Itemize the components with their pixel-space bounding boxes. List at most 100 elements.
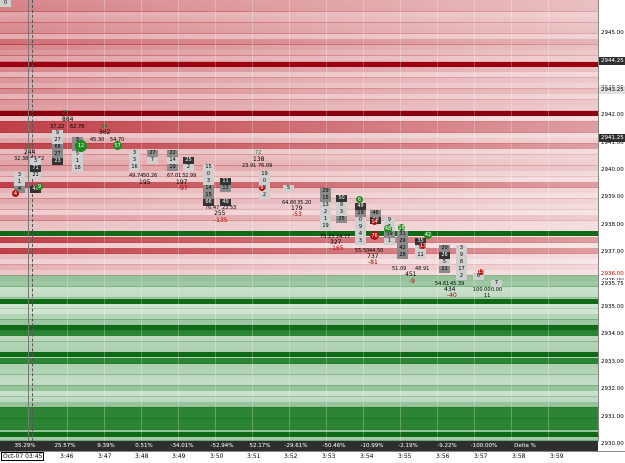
heatmap-row xyxy=(0,38,598,45)
footprint-volume-cell: 3 xyxy=(14,172,25,179)
heatmap-row xyxy=(0,418,598,424)
time-tick-label: 3:49 xyxy=(172,453,186,460)
trade-bubble[interactable]: 48 xyxy=(384,225,392,233)
trade-bubble[interactable]: 4 xyxy=(12,190,19,197)
heatmap-row xyxy=(0,82,598,89)
footprint-volume-cell: 0 xyxy=(203,171,214,178)
time-separator xyxy=(178,0,179,441)
price-marker-tag: 2944.25 xyxy=(599,57,625,65)
heatmap-row xyxy=(0,396,598,402)
footprint-stat-label: 34 xyxy=(101,124,108,130)
heatmap-row xyxy=(0,209,598,215)
heatmap-row xyxy=(0,269,598,276)
footprint-volume-cell: 0 xyxy=(259,178,270,185)
time-separator xyxy=(215,0,216,441)
footprint-stat-label: 75.23 xyxy=(320,234,335,240)
footprint-volume-cell: 20 xyxy=(439,245,450,252)
footprint-stat-label: 51.09 xyxy=(392,266,407,272)
heatmap-row xyxy=(0,192,598,199)
time-axis[interactable]: Oct-07 03:45 3:46 3:47 3:48 3:49 3:50 3:51 3:5… xyxy=(0,451,625,463)
time-tick-label: 3:58 xyxy=(512,453,526,460)
footprint-volume-cell: 2 xyxy=(259,192,270,199)
heatmap-row xyxy=(0,16,598,23)
heatmap-row xyxy=(0,187,598,193)
vertical-cursor-line xyxy=(28,0,29,441)
footprint-volume-cell: 50 xyxy=(336,195,347,202)
footprint-stat-label: 23.53 xyxy=(222,205,237,211)
footprint-volume-cell: 9 xyxy=(384,217,395,224)
price-tick-label: 2936.00 xyxy=(601,277,624,283)
footprint-stat-label: 45.30 xyxy=(90,137,105,143)
delta-percent-cell: -10.99% xyxy=(360,443,384,449)
heatmap-row xyxy=(0,66,598,72)
footprint-volume-cell: 71 xyxy=(30,165,41,172)
price-tick-label: 2938.00 xyxy=(601,221,624,228)
footprint-volume-cell: 1 xyxy=(14,179,25,186)
price-tick-label: 2940.00 xyxy=(601,167,624,173)
price-axis[interactable]: 2945.002944.002943.002942.002941.002940.… xyxy=(598,0,625,447)
time-axis-start-label: Oct-07 03:45 xyxy=(1,452,45,461)
heatmap-row xyxy=(0,341,598,347)
footprint-volume-cell: 7 xyxy=(491,280,502,287)
trade-bubble[interactable]: 12 xyxy=(75,140,87,152)
heatmap-row xyxy=(0,357,598,364)
footprint-stat-label: 179 xyxy=(291,205,303,212)
footprint-stat-label: 45.39 xyxy=(450,281,465,287)
footprint-volume-cell: 2 xyxy=(456,273,467,280)
trade-bubble[interactable]: 8 xyxy=(259,185,265,191)
heatmap-row xyxy=(0,368,598,375)
trade-bubble[interactable]: 14 xyxy=(371,218,378,225)
time-separator xyxy=(252,0,253,441)
footprint-volume-cell: 27 xyxy=(52,137,63,144)
footprint-volume-cell: 7 xyxy=(147,157,158,164)
price-tick-label: 2937.00 xyxy=(601,249,624,256)
heatmap-row xyxy=(0,220,598,226)
delta-percent-cell: 9.39% xyxy=(97,443,115,449)
heatmap-row xyxy=(0,390,598,397)
heatmap-row xyxy=(0,379,598,386)
trade-bubble[interactable]: 15 xyxy=(477,269,485,275)
footprint-volume-cell: 11 xyxy=(220,178,231,185)
heatmap-chart-area[interactable]: 2388437.2262.783436245.3054.7032.3867.62… xyxy=(0,0,598,441)
footprint-volume-cell: 42 xyxy=(397,245,408,252)
trade-bubble[interactable]: 6 xyxy=(356,196,363,203)
footprint-volume-cell: 3 xyxy=(30,158,41,165)
footprint-volume-cell: 0 xyxy=(0,0,11,7)
trade-bubble[interactable]: 76 xyxy=(370,231,379,240)
footprint-volume-cell: 23 xyxy=(52,158,63,165)
footprint-volume-cell: 35 xyxy=(415,238,426,245)
heatmap-row xyxy=(0,121,598,127)
footprint-stat-label: 48.91 xyxy=(415,266,430,272)
heatmap-row xyxy=(0,247,598,254)
trade-bubble[interactable]: 9 xyxy=(36,183,43,190)
price-tick-label: 2932.00 xyxy=(601,386,624,393)
heatmap-row xyxy=(0,115,598,122)
footprint-volume-cell: 15 xyxy=(203,164,214,171)
time-separator xyxy=(548,0,549,441)
time-tick-label: 3:59 xyxy=(550,453,564,460)
heatmap-row xyxy=(0,423,598,430)
heatmap-row xyxy=(0,253,598,259)
footprint-stat-label: -40 xyxy=(447,292,457,299)
footprint-volume-cell: 0 xyxy=(355,217,366,224)
trade-bubble[interactable]: 13 xyxy=(419,243,427,249)
footprint-volume-cell: 49 xyxy=(220,199,231,206)
price-tick-label: 2930.00 xyxy=(601,441,624,447)
heatmap-strong-level xyxy=(0,352,598,357)
heatmap-row xyxy=(0,401,598,408)
heatmap-row xyxy=(0,346,598,353)
heatmap-row xyxy=(0,181,598,188)
heatmap-row xyxy=(0,225,598,232)
footprint-stat-label: 23 xyxy=(62,110,69,116)
footprint-stat-label: 62.78 xyxy=(70,124,85,130)
trade-bubble[interactable]: 42 xyxy=(424,231,432,239)
footprint-stat-label: 451 xyxy=(405,271,417,278)
trade-bubble[interactable]: 57 xyxy=(113,141,122,150)
price-tick-label: 2933.00 xyxy=(601,358,624,365)
footprint-volume-cell: 19 xyxy=(355,210,366,217)
footprint-stat-label: 197 xyxy=(176,179,188,186)
trade-bubble[interactable]: 18 xyxy=(398,224,405,231)
heatmap-row xyxy=(0,335,598,342)
footprint-stat-label: -53 xyxy=(292,211,302,218)
heatmap-row xyxy=(0,55,598,61)
